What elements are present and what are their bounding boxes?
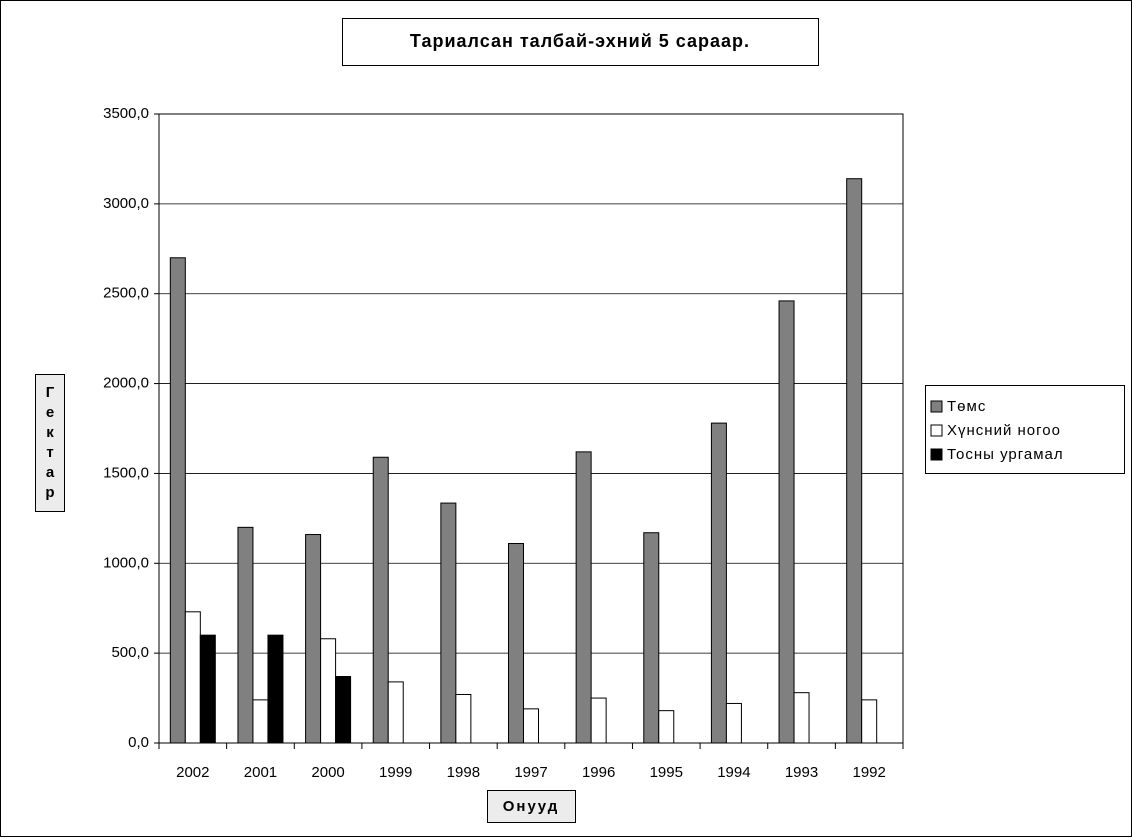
bar	[169, 257, 186, 744]
bar	[643, 532, 660, 744]
y-axis-label: Гектар	[35, 374, 65, 512]
legend-label: Хүнсний ногоо	[947, 422, 1061, 439]
x-tick-label: 1993	[785, 764, 818, 781]
x-label-box	[487, 790, 576, 823]
bar	[305, 534, 322, 744]
bar	[725, 702, 742, 744]
bar	[335, 676, 352, 744]
x-axis-label: Онууд	[503, 798, 560, 815]
x-tick-label: 1998	[447, 764, 480, 781]
legend-swatch	[930, 448, 943, 461]
bar	[658, 710, 675, 744]
x-tick-label: 1997	[514, 764, 547, 781]
x-tick-label: 1996	[582, 764, 615, 781]
y-tick-label: 2000,0	[103, 375, 149, 392]
bar	[793, 692, 810, 744]
bar	[455, 693, 472, 744]
bar	[508, 543, 524, 744]
title-box	[342, 18, 819, 66]
bar	[846, 178, 863, 744]
bar	[590, 697, 607, 744]
bar	[320, 638, 337, 744]
legend-swatch	[930, 424, 943, 437]
bar	[237, 526, 254, 744]
y-tick-label: 1000,0	[103, 554, 149, 571]
bar	[267, 634, 284, 744]
legend-label: Тосны ургамал	[947, 446, 1064, 463]
bar	[184, 611, 201, 744]
bar	[710, 422, 727, 744]
bar	[861, 699, 878, 744]
bar	[372, 456, 389, 744]
x-tick-label: 2000	[311, 764, 344, 781]
chart-title: Тариалсан талбай-эхний 5 сараар.	[410, 31, 750, 51]
legend-label: Төмс	[947, 398, 986, 415]
bar	[778, 300, 795, 744]
bar	[575, 451, 592, 744]
legend-swatch	[930, 400, 943, 413]
x-tick-label: 2002	[176, 764, 209, 781]
bar	[387, 681, 404, 744]
x-tick-label: 2001	[244, 764, 277, 781]
x-tick-label: 1992	[852, 764, 885, 781]
y-tick-label: 2500,0	[103, 285, 149, 302]
x-tick-label: 1995	[650, 764, 683, 781]
x-tick-label: 1999	[379, 764, 412, 781]
y-tick-label: 3500,0	[103, 105, 149, 122]
bar	[523, 708, 539, 744]
y-tick-label: 0,0	[128, 734, 149, 751]
x-tick-label: 1994	[717, 764, 750, 781]
y-tick-label: 500,0	[111, 644, 149, 661]
y-tick-label: 1500,0	[103, 464, 149, 481]
bar	[199, 634, 216, 744]
plot-border	[158, 113, 904, 744]
bar	[440, 502, 457, 744]
y-tick-label: 3000,0	[103, 195, 149, 212]
bar	[252, 699, 269, 744]
legend-box	[925, 385, 1125, 474]
